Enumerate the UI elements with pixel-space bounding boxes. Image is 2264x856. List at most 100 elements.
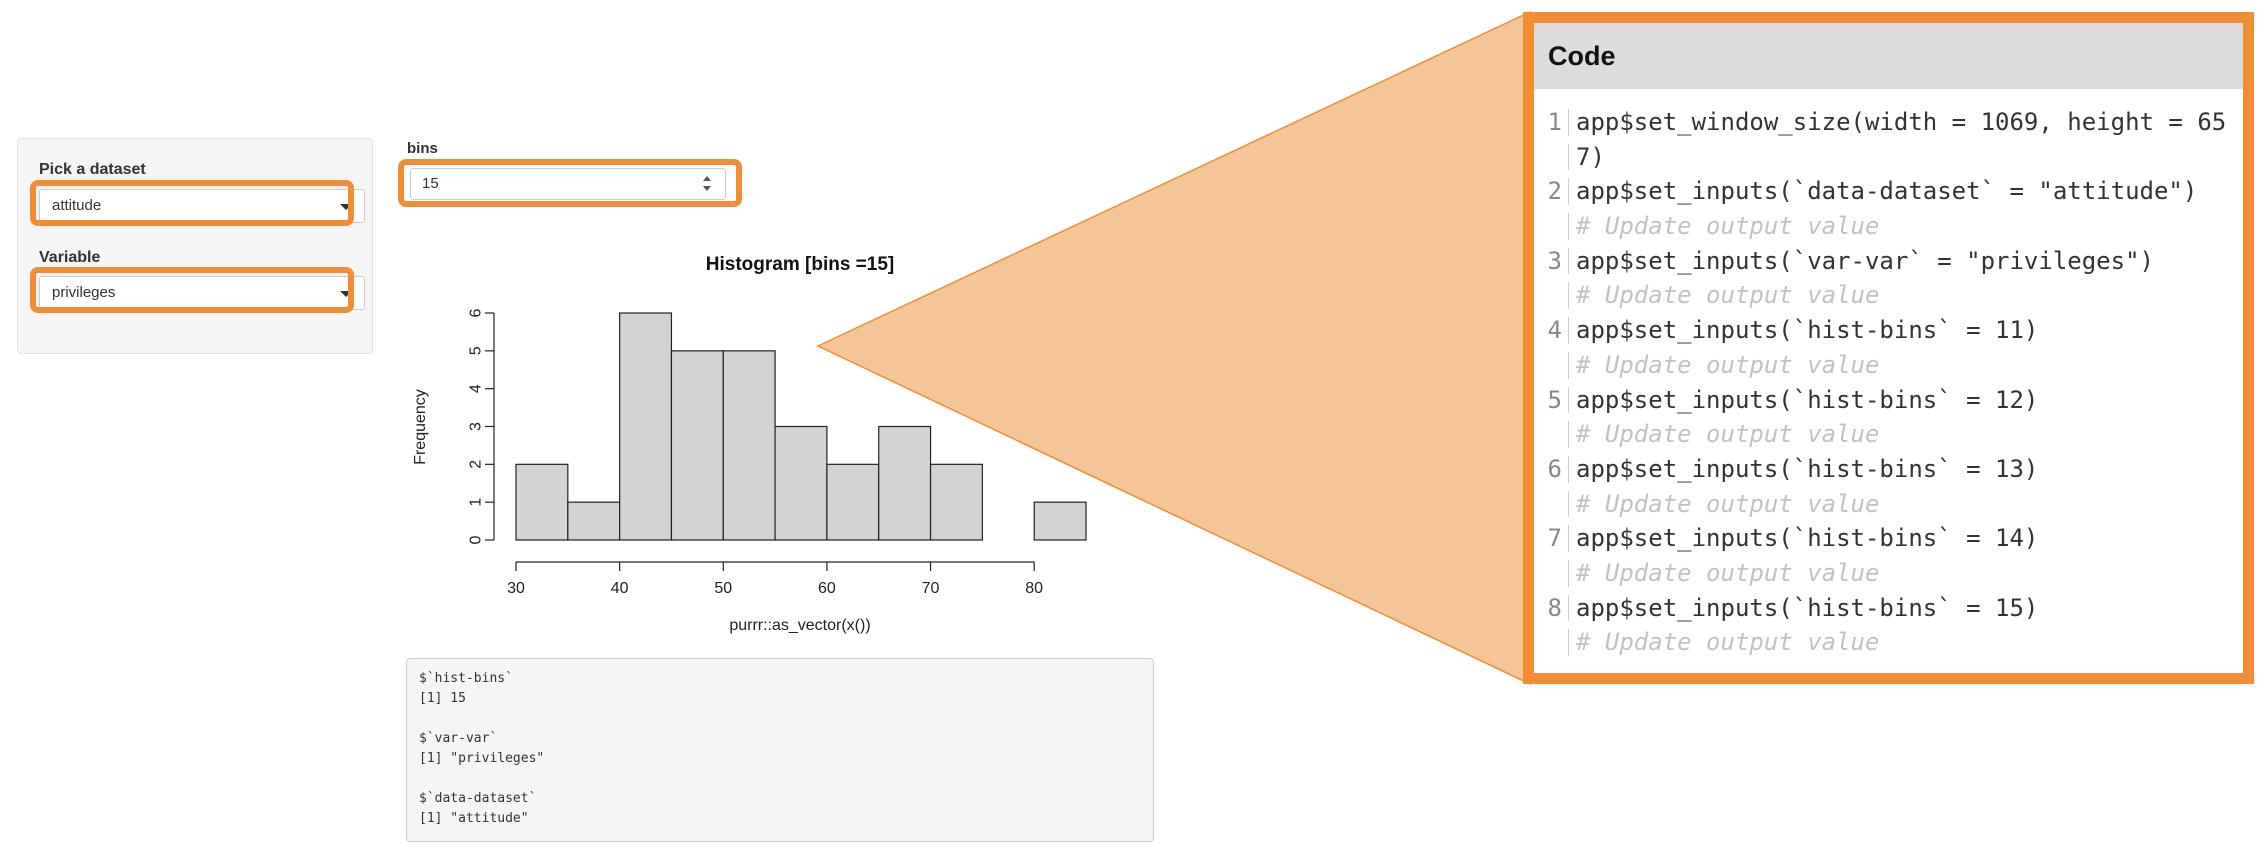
gutter-divider [1568, 143, 1569, 171]
x-tick-label: 30 [507, 580, 525, 597]
code-text: app$set_inputs(`var-var` = "privileges") [1576, 246, 2154, 275]
code-line: 8 app$set_inputs(`hist-bins` = 15) [1534, 591, 2243, 626]
code-line: 5 app$set_inputs(`hist-bins` = 12) [1534, 383, 2243, 418]
output-line: $`var-var` [419, 731, 498, 746]
gutter-divider [1568, 213, 1569, 240]
code-text: app$set_inputs(`hist-bins` = 15) [1576, 593, 2039, 622]
variable-label: Variable [39, 249, 101, 266]
line-number: 6 [1547, 454, 1562, 483]
output-line [419, 709, 1141, 729]
chart-title: Histogram [bins =15] [706, 254, 894, 275]
y-tick-label: 2 [468, 460, 485, 469]
stepper-icon[interactable] [703, 176, 713, 192]
histogram-bar [878, 425, 932, 541]
gutter-divider [1568, 282, 1569, 310]
code-panel-title: Code [1534, 23, 2243, 89]
y-tick-label: 5 [468, 346, 485, 355]
gutter-divider [1568, 629, 1569, 656]
histogram-bar [722, 350, 776, 541]
gutter-divider [1568, 421, 1569, 448]
code-line: # Update output value [1534, 625, 2243, 660]
line-number: 1 [1547, 108, 1562, 136]
code-text: app$set_inputs(`data-dataset` = "attitud… [1576, 177, 2198, 206]
code-line: # Update output value [1534, 487, 2243, 522]
x-tick-label: 80 [1025, 580, 1043, 597]
code-line: # Update output value [1534, 278, 2243, 313]
reactive-values-output: $`hist-bins` [1] 15 $`var-var` [1] "privile… [406, 658, 1154, 842]
gutter-divider [1568, 317, 1569, 344]
output-line: [1] "attitude" [419, 811, 529, 826]
bins-input-value: 15 [422, 175, 439, 192]
histogram-chart: Histogram [bins =15] 30 40 50 60 70 80 0 1 2 3 4 5… [412, 254, 1087, 634]
code-line: 6 app$set_inputs(`hist-bins` = 13) [1534, 452, 2243, 487]
y-tick-label: 0 [468, 535, 485, 544]
dataset-label: Pick a dataset [39, 161, 146, 178]
gutter-divider [1568, 247, 1569, 275]
code-comment: # Update output value [1576, 628, 1880, 657]
code-line: 1 app$set_window_size(width = 1069, heigh… [1534, 105, 2243, 140]
sidebar-panel: Pick a dataset attitude Variable privile… [17, 138, 373, 354]
x-tick-label: 40 [611, 580, 629, 597]
x-tick-label: 60 [818, 580, 836, 597]
line-number: 3 [1547, 246, 1562, 275]
y-axis-label: Frequency [412, 389, 429, 465]
code-line: # Update output value [1534, 556, 2243, 591]
bins-input[interactable]: 15 [410, 168, 726, 200]
gutter-divider [1568, 351, 1569, 379]
dataset-select-value: attitude [52, 197, 102, 214]
line-number: 5 [1547, 385, 1562, 414]
chevron-down-icon [340, 291, 352, 297]
x-axis-label: purrr::as_vector(x()) [729, 617, 870, 634]
histogram-bar [670, 350, 724, 541]
gutter-divider [1568, 559, 1569, 587]
histogram-bar [774, 425, 828, 541]
code-panel: Code 1 app$set_window_size(width = 1069, … [1523, 12, 2254, 684]
code-line: 2 app$set_inputs(`data-dataset` = "attitu… [1534, 174, 2243, 209]
code-comment: # Update output value [1576, 558, 1880, 587]
y-tick-label: 4 [468, 384, 485, 393]
code-comment: # Update output value [1576, 350, 1880, 379]
gutter-divider [1568, 525, 1569, 552]
line-number: 7 [1547, 524, 1562, 553]
code-text: app$set_inputs(`hist-bins` = 12) [1576, 385, 2039, 414]
histogram-bar [567, 501, 621, 541]
dataset-select[interactable]: attitude [39, 189, 365, 223]
code-comment: # Update output value [1576, 489, 1880, 518]
bins-input-highlight [398, 159, 742, 207]
histogram-bar [826, 463, 880, 541]
output-line: [1] "privileges" [419, 751, 545, 766]
line-number: 4 [1547, 316, 1562, 345]
variable-select-highlight [30, 267, 354, 313]
line-number: 2 [1547, 177, 1562, 206]
x-tick-label: 70 [922, 580, 940, 597]
code-text: app$set_inputs(`hist-bins` = 13) [1576, 454, 2039, 483]
code-line: 7 app$set_inputs(`hist-bins` = 14) [1534, 521, 2243, 556]
output-line: [1] 15 [419, 691, 466, 706]
dataset-select-highlight [30, 180, 354, 226]
bins-label: bins [407, 140, 438, 157]
code-line: 4 app$set_inputs(`hist-bins` = 11) [1534, 313, 2243, 348]
code-comment: # Update output value [1576, 420, 1880, 449]
gutter-divider [1568, 455, 1569, 483]
code-line: # Update output value [1534, 209, 2243, 244]
histogram-bar [515, 463, 569, 541]
gutter-divider [1568, 594, 1569, 622]
gutter-divider [1568, 386, 1569, 414]
code-line: # Update output value [1534, 417, 2243, 452]
output-line [419, 769, 1141, 789]
code-line: 3 app$set_inputs(`var-var` = "privileges"… [1534, 244, 2243, 279]
y-tick-label: 6 [468, 308, 485, 317]
y-tick-label: 3 [468, 422, 485, 431]
code-text: app$set_inputs(`hist-bins` = 14) [1576, 524, 2039, 553]
gutter-divider [1568, 109, 1569, 136]
variable-select[interactable]: privileges [39, 276, 365, 310]
output-line: $`data-dataset` [419, 791, 537, 806]
code-line: 7) [1534, 140, 2243, 175]
chevron-down-icon [340, 204, 352, 210]
code-text: app$set_inputs(`hist-bins` = 11) [1576, 316, 2039, 345]
histogram-bar [1033, 501, 1087, 541]
code-text: app$set_window_size(width = 1069, height… [1576, 108, 2227, 136]
gutter-divider [1568, 490, 1569, 518]
output-line: $`hist-bins` [419, 671, 513, 686]
code-comment: # Update output value [1576, 281, 1880, 310]
